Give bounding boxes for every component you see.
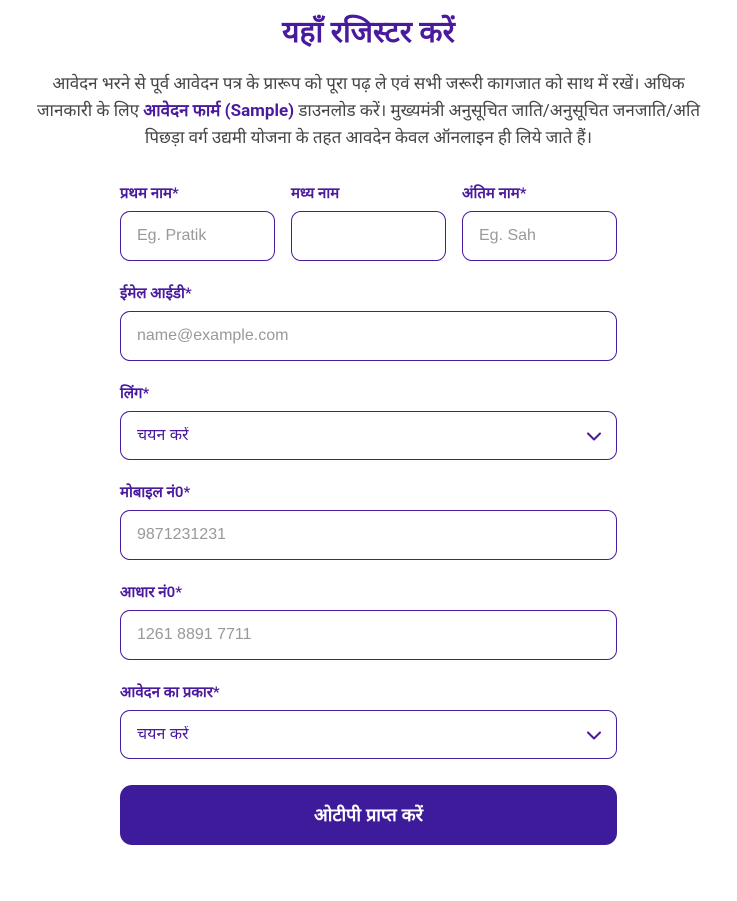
- gender-select[interactable]: चयन करें: [120, 411, 617, 460]
- last-name-input[interactable]: [462, 211, 617, 261]
- first-name-label: प्रथम नाम*: [120, 183, 275, 203]
- mobile-label: मोबाइल नं0*: [120, 482, 617, 502]
- middle-name-group: मध्य नाम: [291, 183, 446, 261]
- email-label: ईमेल आईडी*: [120, 283, 617, 303]
- apptype-select[interactable]: चयन करें: [120, 710, 617, 759]
- intro-paragraph: आवेदन भरने से पूर्व आवेदन पत्र के प्रारू…: [20, 71, 717, 153]
- aadhaar-group: आधार नं0*: [120, 582, 617, 660]
- apptype-row: आवेदन का प्रकार* चयन करें: [120, 682, 617, 759]
- middle-name-input[interactable]: [291, 211, 446, 261]
- register-form: प्रथम नाम* मध्य नाम अंतिम नाम* ईमेल आईडी…: [20, 183, 717, 845]
- aadhaar-row: आधार नं0*: [120, 582, 617, 660]
- mobile-row: मोबाइल नं0*: [120, 482, 617, 560]
- last-name-label: अंतिम नाम*: [462, 183, 617, 203]
- page-title: यहाँ रजिस्टर करें: [20, 10, 717, 51]
- sample-form-link[interactable]: आवेदन फार्म (Sample): [143, 101, 294, 121]
- gender-group: लिंग* चयन करें: [120, 383, 617, 460]
- mobile-group: मोबाइल नं0*: [120, 482, 617, 560]
- middle-name-label: मध्य नाम: [291, 183, 446, 203]
- last-name-group: अंतिम नाम*: [462, 183, 617, 261]
- first-name-group: प्रथम नाम*: [120, 183, 275, 261]
- name-row: प्रथम नाम* मध्य नाम अंतिम नाम*: [120, 183, 617, 261]
- get-otp-button[interactable]: ओटीपी प्राप्त करें: [120, 785, 617, 845]
- apptype-label: आवेदन का प्रकार*: [120, 682, 617, 702]
- gender-row: लिंग* चयन करें: [120, 383, 617, 460]
- mobile-input[interactable]: [120, 510, 617, 560]
- gender-label: लिंग*: [120, 383, 617, 403]
- email-row: ईमेल आईडी*: [120, 283, 617, 361]
- email-input[interactable]: [120, 311, 617, 361]
- first-name-input[interactable]: [120, 211, 275, 261]
- aadhaar-label: आधार नं0*: [120, 582, 617, 602]
- apptype-group: आवेदन का प्रकार* चयन करें: [120, 682, 617, 759]
- aadhaar-input[interactable]: [120, 610, 617, 660]
- email-group: ईमेल आईडी*: [120, 283, 617, 361]
